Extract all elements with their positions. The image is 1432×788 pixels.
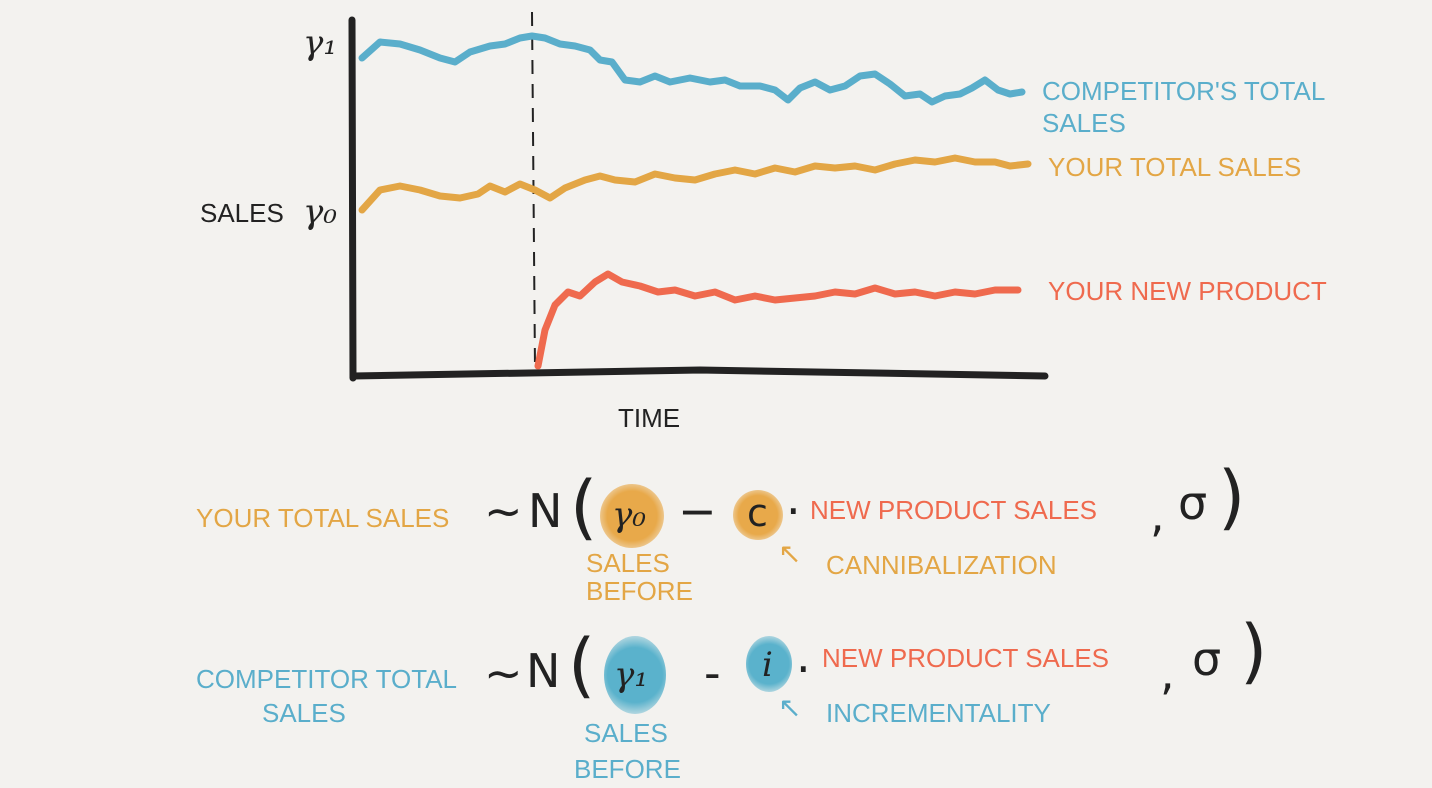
eq1-open-paren: ( [570,466,598,548]
eq1-coef: c [747,491,768,535]
y-axis [348,16,357,382]
eq2-lhs-2: SALES [262,698,346,728]
eq2-arrow-icon: ↖ [778,691,802,724]
eq2-lhs-1: COMPETITOR TOTAL [196,664,458,694]
eq2-dist: N [526,644,561,698]
y-axis-label: SALES [200,198,284,228]
eq1-tilde: ~ [484,484,523,538]
eq1-dist: N [528,484,563,538]
eq1-dot: · [786,484,801,538]
eq1-lhs: YOUR TOTAL SALES [196,503,450,533]
eq2-term: NEW PRODUCT SALES [822,643,1110,673]
eq2-coef: i [762,645,773,685]
eq2-intercept: γ₁ [614,655,648,695]
eq1-intercept-note-1: SALES [586,548,670,578]
eq2-coef-highlight [746,636,792,692]
x-axis-label: TIME [618,403,681,433]
eq1-coef-note: CANNIBALIZATION [826,550,1057,580]
competitor-series-label-2: SALES [1042,108,1126,138]
eq1-arrow-icon: ↖ [778,537,802,570]
eq1-minus: − [678,484,717,538]
eq2-sigma: σ [1192,632,1222,686]
eq2-open-paren: ( [568,624,596,706]
eq2-intercept-note-2: BEFORE [574,754,681,784]
eq2-minus: - [704,646,721,700]
competitor-sales-line [358,32,1026,106]
eq1-coef-highlight [733,490,783,540]
eq1-close-paren: ) [1218,456,1246,538]
y-tick-gamma0: γ₀ [303,192,337,232]
eq1-intercept: γ₀ [612,495,646,535]
eq2-comma: , [1160,646,1175,700]
eq2-dot: · [796,642,811,696]
x-axis [349,366,1049,380]
eq1-comma: , [1150,488,1165,542]
eq2-close-paren: ) [1240,610,1268,692]
your-total-series-label: YOUR TOTAL SALES [1048,152,1302,182]
eq2-intercept-highlight [604,636,666,714]
your-total-sales-line [358,154,1032,214]
eq2-tilde: ~ [484,646,523,700]
eq1-sigma: σ [1178,476,1208,530]
eq1-term: NEW PRODUCT SALES [810,495,1098,525]
competitor-series-label-1: COMPETITOR'S TOTAL [1042,76,1326,106]
new-product-sales-line [534,270,1022,370]
new-product-series-label: YOUR NEW PRODUCT [1048,276,1327,306]
y-tick-gamma1: γ₁ [303,23,337,63]
eq2-coef-note: INCREMENTALITY [826,698,1051,728]
eq1-intercept-note-2: BEFORE [586,576,693,606]
eq2-intercept-note-1: SALES [584,718,668,748]
eq1-intercept-highlight [600,484,664,548]
